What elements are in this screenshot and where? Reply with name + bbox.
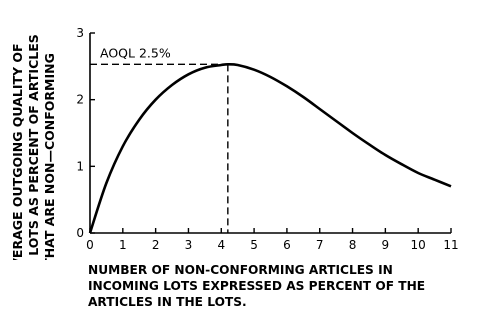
x-tick-label: 4: [217, 238, 225, 252]
aoql-chart: AVERAGE OUTGOING QUALITY OF ALL LOTS AS …: [10, 26, 459, 260]
x-tick-label: 0: [86, 238, 94, 252]
aoq-curve: [88, 62, 452, 234]
x-ticks: 0 1 2 3 4 5 6 7 8 9 10 11: [86, 228, 459, 252]
x-tick-label: 5: [250, 238, 258, 252]
y-tick-label: 2: [76, 93, 84, 107]
y-tick-label: 3: [76, 26, 84, 40]
x-axis-label-line-1: NUMBER OF NON-CONFORMING ARTICLES IN: [88, 263, 393, 277]
y-axis-label: AVERAGE OUTGOING QUALITY OF ALL LOTS AS …: [10, 34, 57, 260]
x-tick-label: 6: [283, 238, 291, 252]
x-axis-label-line-2: INCOMING LOTS EXPRESSED AS PERCENT OF TH…: [88, 279, 426, 293]
aoql-annotation: AOQL 2.5%: [100, 45, 171, 60]
y-axis-label-line-3: THAT ARE NON—CONFORMING: [42, 53, 57, 260]
y-axis-label-line-2: ALL LOTS AS PERCENT OF ARTICLES: [26, 34, 41, 260]
x-tick-label: 10: [411, 238, 426, 252]
x-tick-label: 8: [349, 238, 357, 252]
x-tick-label: 11: [443, 238, 458, 252]
x-tick-label: 2: [152, 238, 160, 252]
x-tick-label: 1: [119, 238, 127, 252]
axes: [89, 33, 451, 234]
aoql-guides: [90, 63, 229, 233]
x-tick-label: 7: [316, 238, 324, 252]
x-tick-label: 3: [185, 238, 193, 252]
x-axis-label-line-3: ARTICLES IN THE LOTS.: [88, 295, 247, 309]
x-tick-label: 9: [382, 238, 390, 252]
y-tick-label: 1: [76, 159, 84, 173]
y-axis-label-line-1: AVERAGE OUTGOING QUALITY OF: [10, 43, 25, 260]
y-tick-label: 0: [76, 226, 84, 240]
y-ticks: 0 1 2 3: [76, 26, 95, 240]
x-axis-label: NUMBER OF NON-CONFORMING ARTICLES IN INC…: [88, 262, 480, 310]
